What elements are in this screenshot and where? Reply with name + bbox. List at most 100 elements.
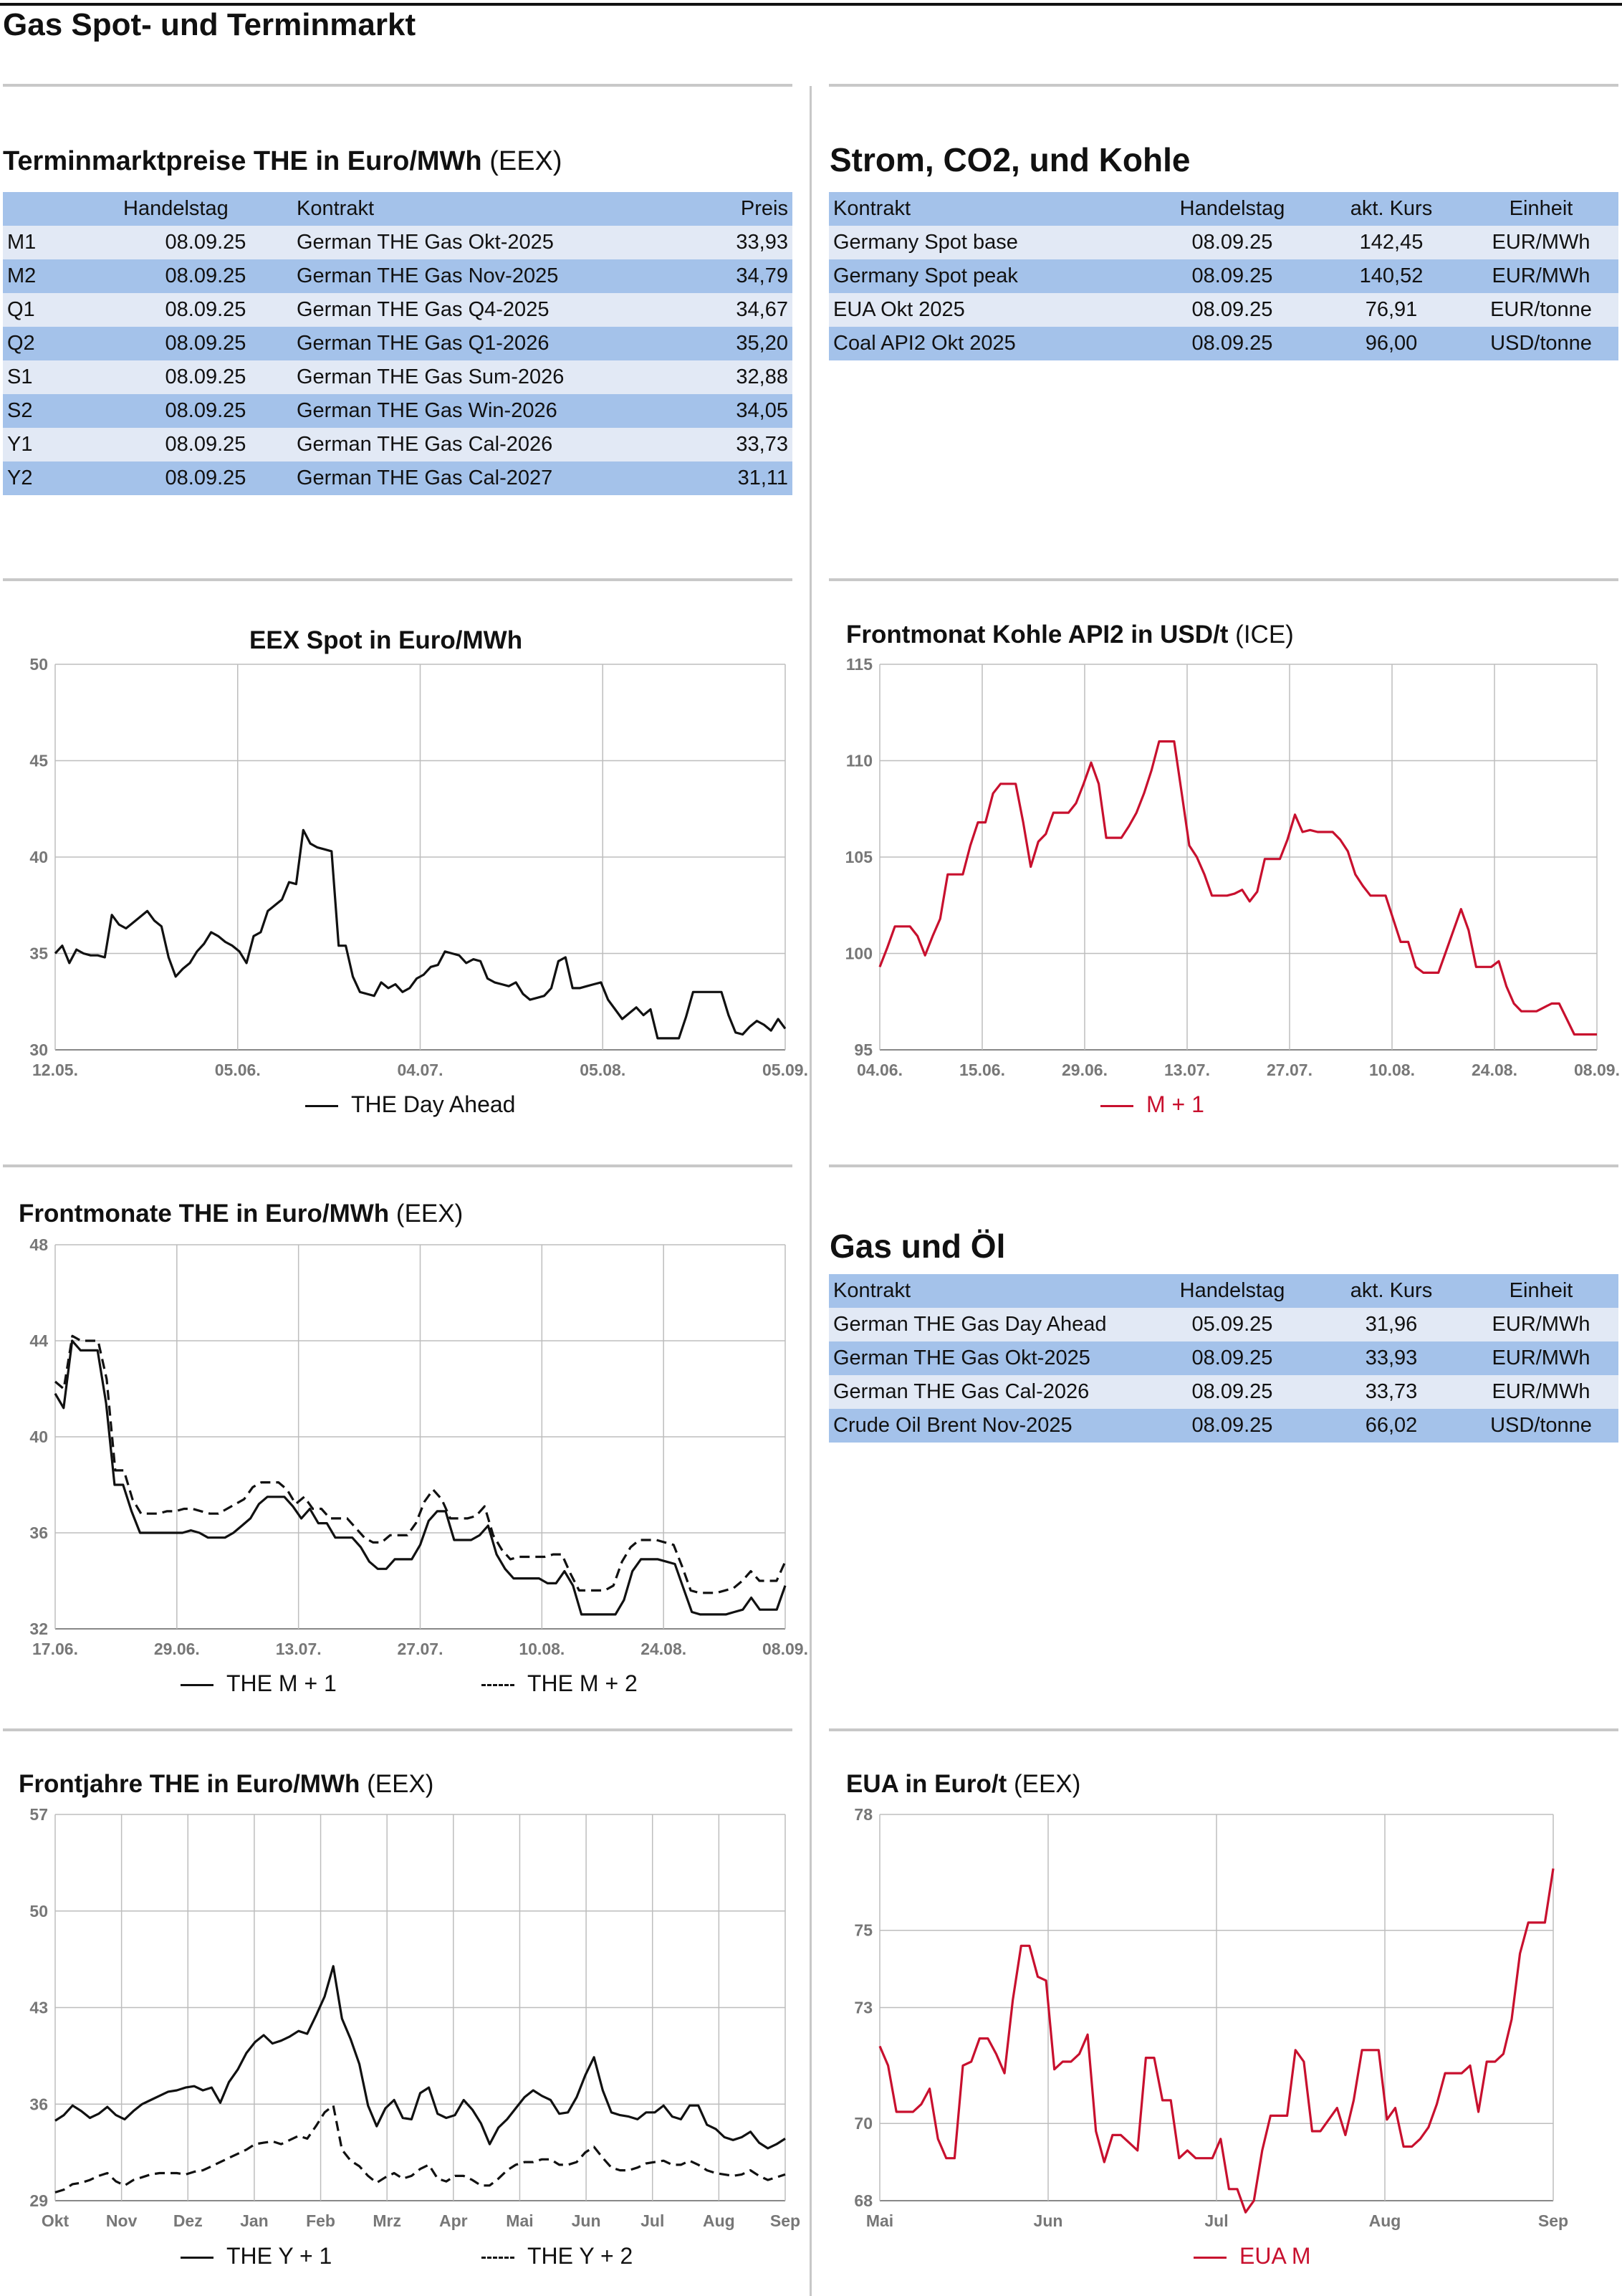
legend-frontjahre-1: THE Y + 1 bbox=[181, 2243, 332, 2269]
legend-frontjahre-2: THE Y + 2 bbox=[481, 2243, 633, 2269]
table-cell: German THE Gas Nov-2025 bbox=[297, 264, 559, 287]
x-tick-label: 05.08. bbox=[580, 1061, 625, 1079]
table-cell: 31,11 bbox=[737, 467, 788, 489]
y-tick-label: 36 bbox=[29, 2095, 48, 2113]
table-cell: EUR/MWh bbox=[1492, 1313, 1590, 1336]
table-cell: 08.09.25 bbox=[165, 264, 246, 287]
table-cell: 33,93 bbox=[736, 231, 788, 254]
table-row: German THE Gas Day Ahead 05.09.25 31,96 EUR… bbox=[829, 1308, 1618, 1341]
table-cell: 96,00 bbox=[1365, 332, 1418, 355]
table-header-row: Handelstag Kontrakt Preis bbox=[3, 192, 792, 226]
series-line-1 bbox=[878, 740, 1597, 1036]
column-header: Kontrakt bbox=[833, 197, 911, 220]
page-title: Gas Spot- und Terminmarkt bbox=[3, 7, 416, 42]
table-cell: 32,88 bbox=[736, 365, 788, 388]
x-tick-label: 10.08. bbox=[1369, 1061, 1415, 1079]
x-tick-label: Dez bbox=[173, 2211, 203, 2230]
table-cell: 33,73 bbox=[736, 433, 788, 456]
y-tick-label: 40 bbox=[29, 848, 48, 866]
x-tick-label: Aug bbox=[1369, 2211, 1401, 2230]
y-tick-label: 43 bbox=[29, 1999, 48, 2017]
chart-spot: 30 35 40 45 50 12.05. 05.06. 04.07. 05.08. 05.09. bbox=[29, 655, 808, 1079]
table-cell: 08.09.25 bbox=[165, 298, 246, 321]
y-tick-label: 50 bbox=[29, 1902, 48, 1920]
x-tick-label: Jan bbox=[240, 2211, 269, 2230]
table-cell: EUR/tonne bbox=[1490, 298, 1592, 321]
table-cell: 140,52 bbox=[1359, 264, 1424, 287]
table-cell: USD/tonne bbox=[1490, 332, 1592, 355]
section-divider bbox=[829, 1164, 1618, 1167]
chart-title-frontjahre: Frontjahre THE in Euro/MWh (EEX) bbox=[19, 1770, 433, 1799]
chart-title-text: Frontmonate THE in Euro/MWh bbox=[19, 1200, 390, 1228]
chart-title-text: EUA in Euro/t bbox=[846, 1770, 1007, 1798]
chart-title-eua: EUA in Euro/t (EEX) bbox=[846, 1770, 1080, 1799]
table-cell: German THE Gas Okt-2025 bbox=[297, 231, 554, 254]
table-cell: German THE Gas Sum-2026 bbox=[297, 365, 565, 388]
x-tick-label: Sep bbox=[1538, 2211, 1568, 2230]
x-tick-label: Aug bbox=[703, 2211, 735, 2230]
y-tick-label: 115 bbox=[846, 655, 873, 674]
legend-label: THE Y + 1 bbox=[226, 2243, 332, 2269]
y-tick-label: 78 bbox=[854, 1805, 873, 1824]
series-line-1 bbox=[54, 828, 787, 1040]
table-cell: 08.09.25 bbox=[165, 231, 246, 254]
series-line-1 bbox=[878, 1868, 1555, 2214]
termin-source: (EEX) bbox=[489, 146, 562, 176]
column-header: Handelstag bbox=[1179, 197, 1285, 220]
table-cell: M2 bbox=[7, 264, 37, 287]
table-cell: EUR/MWh bbox=[1492, 264, 1590, 287]
x-tick-label: 08.09. bbox=[762, 1640, 808, 1658]
table-row: Q2 08.09.25 German THE Gas Q1-2026 35,20 bbox=[3, 327, 792, 360]
table-cell: EUR/MWh bbox=[1492, 1346, 1590, 1369]
y-tick-label: 35 bbox=[29, 944, 48, 963]
x-tick-label: Jun bbox=[1034, 2211, 1063, 2230]
x-tick-label: Apr bbox=[439, 2211, 468, 2230]
table-cell: Germany Spot base bbox=[833, 231, 1018, 254]
table-cell: 34,67 bbox=[736, 298, 788, 321]
chart-kohle: 95 100 105 110 115 04.06. 15.06. 29.06. 13.07. 27… bbox=[845, 655, 1620, 1079]
table-row: Q1 08.09.25 German THE Gas Q4-2025 34,67 bbox=[3, 293, 792, 327]
x-tick-label: 10.08. bbox=[519, 1640, 565, 1658]
y-tick-label: 29 bbox=[29, 2191, 48, 2210]
column-header: Handelstag bbox=[123, 197, 229, 220]
legend-frontmonate-1: THE M + 1 bbox=[181, 1670, 337, 1697]
section-divider bbox=[3, 1164, 792, 1167]
table-cell: 08.09.25 bbox=[165, 332, 246, 355]
table-cell: German THE Gas Q1-2026 bbox=[297, 332, 550, 355]
x-tick-label: 27.07. bbox=[398, 1640, 443, 1658]
section-divider bbox=[829, 578, 1618, 581]
chart-title-frontmonate: Frontmonate THE in Euro/MWh (EEX) bbox=[19, 1200, 463, 1228]
table-row: EUA Okt 2025 08.09.25 76,91 EUR/tonne bbox=[829, 293, 1618, 327]
table-cell: EUR/MWh bbox=[1492, 231, 1590, 254]
table-row: German THE Gas Cal-2026 08.09.25 33,73 EUR/… bbox=[829, 1375, 1618, 1409]
x-tick-label: 04.07. bbox=[398, 1061, 443, 1079]
table-cell: 08.09.25 bbox=[165, 399, 246, 422]
table-cell: German THE Gas Cal-2026 bbox=[297, 433, 553, 456]
legend-label: EUA M bbox=[1239, 2243, 1311, 2269]
y-tick-label: 57 bbox=[29, 1805, 48, 1824]
table-cell: 05.09.25 bbox=[1191, 1313, 1273, 1336]
section-divider bbox=[3, 1728, 792, 1731]
x-tick-label: Jun bbox=[572, 2211, 601, 2230]
y-tick-label: 68 bbox=[854, 2191, 873, 2210]
y-tick-label: 50 bbox=[29, 655, 48, 674]
chart-title-text: Frontmonat Kohle API2 in USD/t bbox=[846, 621, 1229, 649]
table-cell: 08.09.25 bbox=[165, 467, 246, 489]
table-row: S2 08.09.25 German THE Gas Win-2026 34,05 bbox=[3, 394, 792, 428]
table-cell: 34,05 bbox=[736, 399, 788, 422]
table-row: German THE Gas Okt-2025 08.09.25 33,93 EUR/… bbox=[829, 1341, 1618, 1375]
table-cell: Y1 bbox=[7, 433, 33, 456]
column-header: akt. Kurs bbox=[1350, 197, 1433, 220]
x-tick-label: 08.09. bbox=[1574, 1061, 1620, 1079]
x-tick-label: 04.06. bbox=[857, 1061, 903, 1079]
legend-label: THE Day Ahead bbox=[351, 1091, 516, 1117]
table-cell: German THE Gas Win-2026 bbox=[297, 399, 557, 422]
table-cell: Crude Oil Brent Nov-2025 bbox=[833, 1414, 1072, 1437]
table-cell: EUR/MWh bbox=[1492, 1380, 1590, 1403]
chart-title-kohle: Frontmonat Kohle API2 in USD/t (ICE) bbox=[846, 621, 1294, 649]
y-tick-label: 110 bbox=[846, 752, 873, 770]
y-tick-label: 48 bbox=[29, 1235, 48, 1254]
x-tick-label: Jul bbox=[1204, 2211, 1228, 2230]
y-tick-label: 75 bbox=[854, 1921, 873, 1940]
x-tick-label: 29.06. bbox=[1062, 1061, 1108, 1079]
